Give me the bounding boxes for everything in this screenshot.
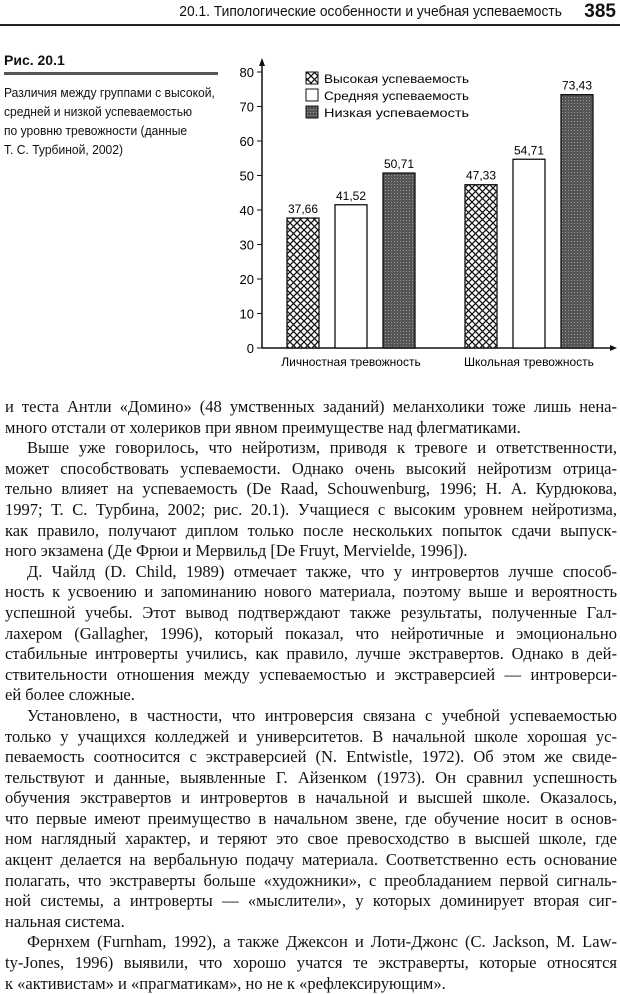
caption-rule: [4, 72, 218, 75]
legend-label: Средняя успеваемость: [324, 89, 469, 103]
text-line: ной системы, а интроверты — «мыслители»,…: [5, 891, 617, 911]
text-line: тельствуют и данные, выявленные Г. Айзен…: [5, 767, 617, 787]
text-line: успешной учебы. Этот вывод подтверждают …: [5, 602, 617, 622]
text-line: нальная система.: [5, 911, 125, 931]
text-line: ствительности отношения между успеваемос…: [5, 664, 617, 684]
x-axis-arrow: [610, 345, 617, 351]
body-text: и теста Антли «Домино» (48 умственных за…: [5, 397, 617, 994]
legend-swatch: [305, 71, 319, 85]
y-tick-label: 60: [240, 134, 254, 149]
text-line: ном наглядный характер, и теряют это сво…: [5, 829, 617, 849]
x-category-label: Школьная тревожность: [464, 355, 594, 369]
text-line: певаемость соотносится с экстраверсией (…: [5, 747, 617, 767]
y-axis-arrow: [259, 58, 265, 66]
bar: [286, 217, 320, 349]
y-tick-label: 80: [240, 65, 254, 80]
y-tick-label: 70: [240, 100, 254, 115]
text-line: обучения экстравертов и интровертов в на…: [5, 788, 617, 808]
figure-label: Рис. 20.1: [4, 52, 65, 68]
bar: [382, 172, 416, 349]
bar: [464, 184, 498, 349]
running-header-title: 20.1. Типологические особенности и учебн…: [179, 3, 562, 20]
text-line: полагать, что экстраверты больше «художн…: [5, 870, 617, 890]
y-tick-label: 10: [240, 307, 254, 322]
text-line: ного экзамена (Де Фрюи и Мервильд [De Fr…: [5, 541, 468, 561]
caption-line: Различия между группами с высокой,: [4, 85, 215, 100]
data-label: 54,71: [514, 143, 544, 157]
text-line: к «активистам» и «прагматикам», но не к …: [5, 973, 446, 993]
text-line: Установлено, в частности, что интроверси…: [27, 705, 617, 725]
text-line: много отстали от холериков при явном пре…: [5, 417, 521, 437]
data-label: 41,52: [336, 189, 366, 203]
text-line: ty-Jones, 1996) выявили, что хорошо учат…: [5, 953, 617, 973]
y-tick-label: 30: [240, 238, 254, 253]
data-label: 50,71: [384, 157, 414, 171]
bar: [334, 204, 368, 349]
bar: [512, 158, 546, 349]
bar-chart: 0 10 20 30 40 50 60 70 80 37,66 47,33 Высокая успев…: [240, 58, 617, 369]
running-header: 20.1. Типологические особенности и учебн…: [0, 0, 620, 26]
text-line: акцент делается на вербальную подачу мат…: [5, 850, 617, 870]
legend-swatch: [305, 105, 319, 119]
text-line: Выше уже говорилось, что нейротизм, прив…: [27, 438, 617, 458]
y-tick-label: 50: [240, 169, 254, 184]
text-line: ей более сложные.: [5, 685, 135, 705]
text-line: и теста Антли «Домино» (48 умственных за…: [5, 397, 617, 416]
text-line: тельно влияет на успеваемость (De Raad, …: [5, 479, 617, 499]
caption-line: средней и низкой успеваемостью: [4, 104, 193, 119]
y-tick-label: 40: [240, 203, 254, 218]
legend-swatch: [305, 88, 319, 102]
legend-label: Низкая успеваемость: [324, 106, 469, 120]
data-label: 37,66: [288, 202, 318, 216]
x-category-label: Личностная тревожность: [281, 355, 420, 369]
caption-line: Т. С. Турбиной, 2002): [4, 142, 124, 157]
text-line: стабильные интроверты учились, как прави…: [5, 644, 617, 664]
text-line: Д. Чайлд (D. Child, 1989) отмечает также…: [27, 561, 617, 581]
text-line: что первые имеют преимущество в начально…: [5, 808, 617, 828]
text-line: 1997; Т. С. Турбина, 2002; рис. 20.1). У…: [5, 499, 617, 519]
figure-caption: Рис. 20.1 Различия между группами с высо…: [4, 52, 218, 159]
caption-text: Различия между группами с высокой, средне…: [4, 83, 218, 159]
page-number: 385: [584, 1, 616, 22]
text-line: лахером (Gallagher, 1996), который показ…: [5, 623, 617, 643]
data-label: 73,43: [562, 79, 592, 93]
data-label: 47,33: [466, 169, 496, 183]
text-line: Фернхем (Furnham, 1992), а также Джексон…: [27, 932, 617, 952]
text-line: может способствовать успеваемости. Однак…: [5, 458, 617, 478]
text-line: ность к усвоению и запоминанию нового ма…: [5, 582, 617, 602]
bar: [560, 94, 594, 349]
y-tick-label: 20: [240, 272, 254, 287]
caption-line: по уровню тревожности (данные: [4, 123, 188, 138]
y-tick-label: 0: [247, 341, 254, 356]
legend-label: Высокая успеваемость: [324, 72, 469, 86]
text-line: как правило, получают диплом только посл…: [5, 520, 617, 540]
text-line: только у учащихся колледжей и университе…: [5, 726, 617, 746]
